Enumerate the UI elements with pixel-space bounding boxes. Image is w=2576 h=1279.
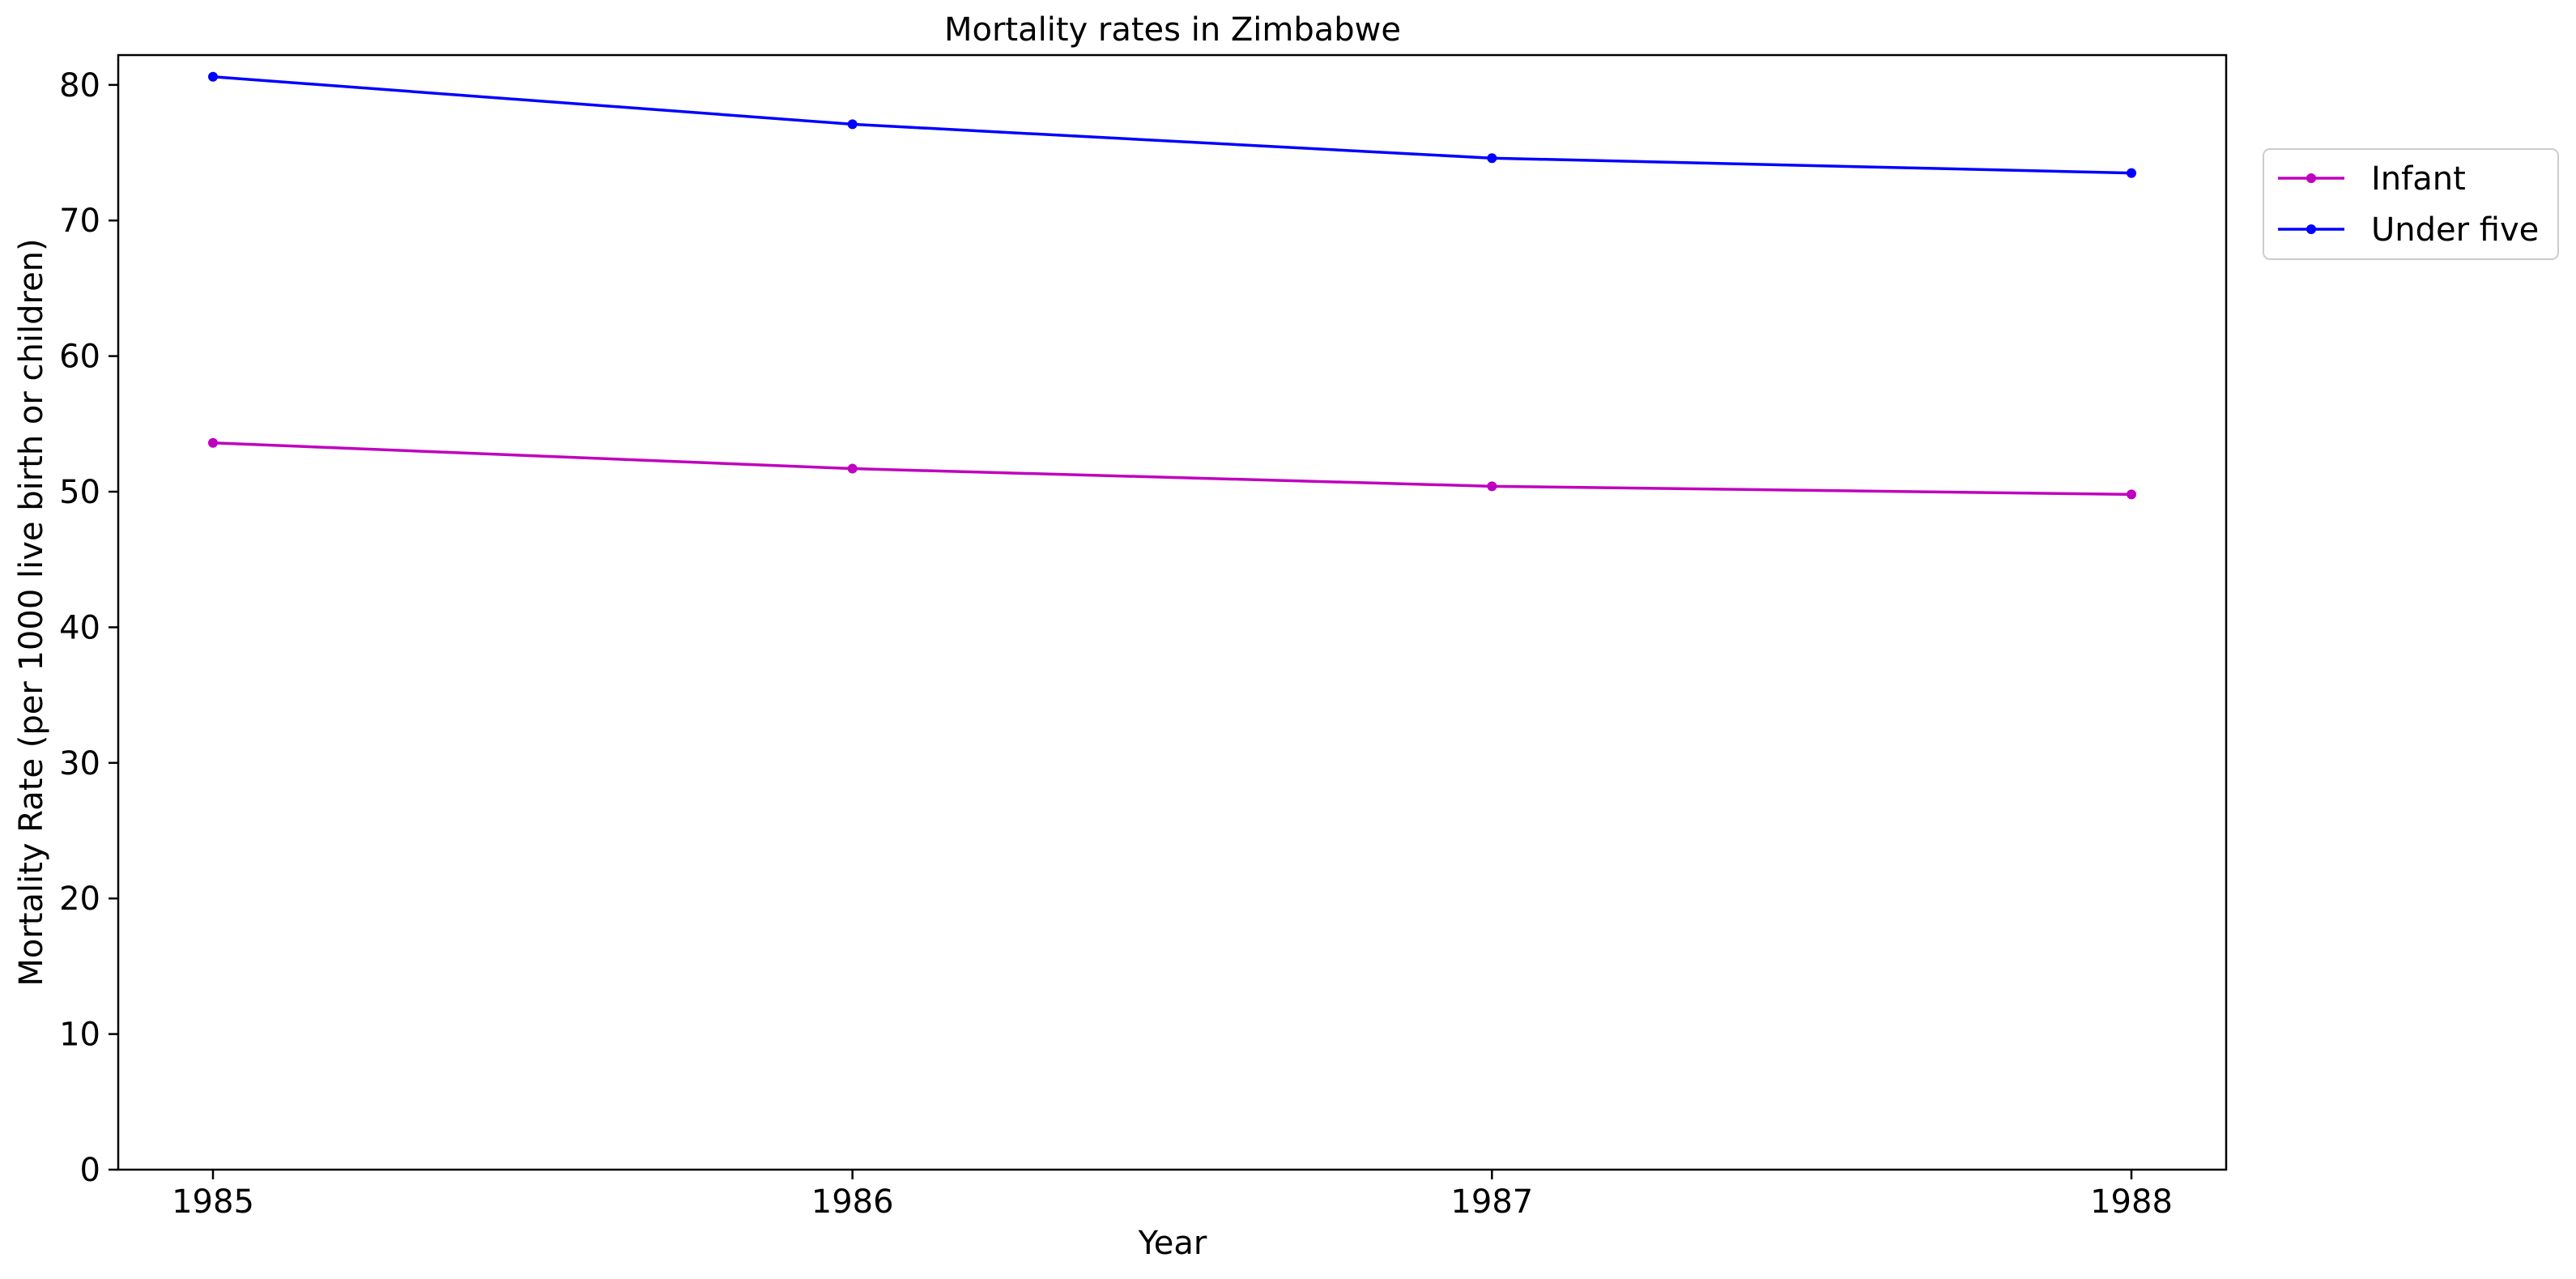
y-tick-label: 10: [59, 1017, 100, 1054]
x-tick-label: 1987: [1450, 1183, 1533, 1221]
x-axis-label: Year: [1138, 1225, 1207, 1262]
legend-box: [2263, 148, 2559, 260]
data-point: [1487, 153, 1497, 164]
data-point: [847, 463, 858, 474]
data-point: [2127, 489, 2136, 500]
y-tick-label: 70: [59, 203, 100, 240]
y-tick-label: 30: [59, 745, 100, 782]
y-tick-label: 0: [80, 1152, 100, 1189]
legend: Infant Under five: [2263, 148, 2559, 260]
legend-marker: [2306, 224, 2316, 234]
y-tick-label: 20: [59, 880, 100, 918]
data-point: [847, 119, 858, 130]
y-axis-ticks: 0 10 20 30 40 50 60 70 80: [59, 67, 118, 1189]
y-tick-label: 40: [59, 609, 100, 646]
x-tick-label: 1988: [2090, 1183, 2173, 1221]
legend-label: Under five: [2371, 211, 2539, 249]
series-line-0: [212, 441, 2132, 497]
x-axis-ticks: 1985 1986 1987 1988: [172, 1170, 2173, 1221]
series-layer: [208, 71, 2136, 500]
legend-marker: [2306, 173, 2316, 183]
series-line-1: [212, 75, 2132, 175]
y-tick-label: 60: [59, 339, 100, 376]
data-point: [2127, 168, 2136, 178]
data-point: [1487, 481, 1497, 492]
plot-area: [117, 53, 2228, 1171]
x-tick-label: 1986: [811, 1183, 894, 1221]
y-tick-label: 80: [59, 67, 100, 104]
data-point: [208, 71, 218, 82]
data-point: [208, 437, 218, 448]
y-tick-label: 50: [59, 474, 100, 511]
y-axis-label: Mortality Rate (per 1000 live birth or c…: [13, 238, 50, 986]
x-tick-label: 1985: [172, 1183, 254, 1221]
chart-title: Mortality rates in Zimbabwe: [944, 11, 1401, 49]
legend-label: Infant: [2371, 160, 2466, 198]
